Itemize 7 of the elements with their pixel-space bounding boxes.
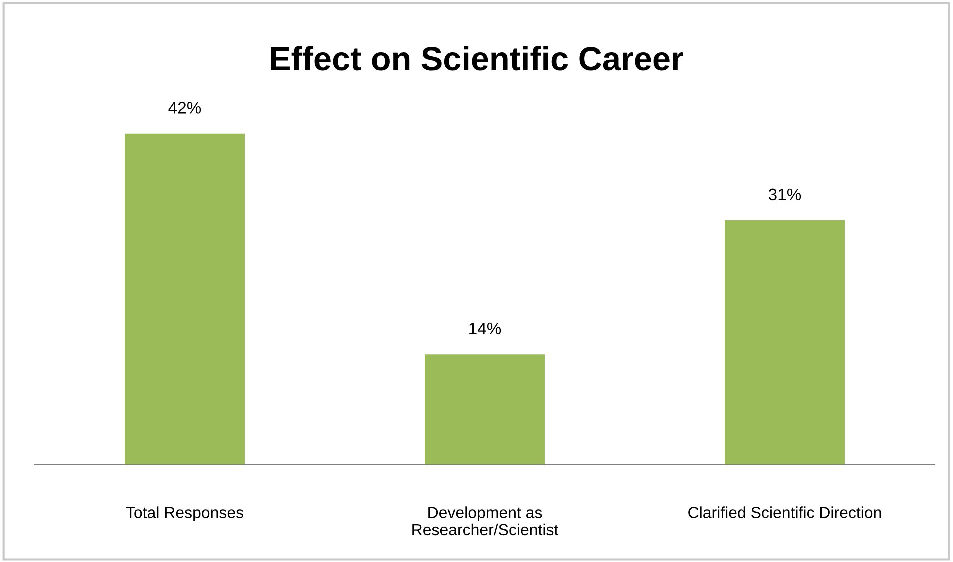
data-label: 31% <box>768 188 802 201</box>
data-label: 14% <box>470 322 502 335</box>
x-tick-label: Development as Researcher/Scientist <box>412 506 559 536</box>
x-tick-label: Clarified Scientific Direction <box>688 506 882 518</box>
x-tick-label: Total Responses <box>126 506 244 522</box>
chart-title: Effect on Scientific Career <box>271 46 684 71</box>
data-label: 42% <box>168 102 202 114</box>
